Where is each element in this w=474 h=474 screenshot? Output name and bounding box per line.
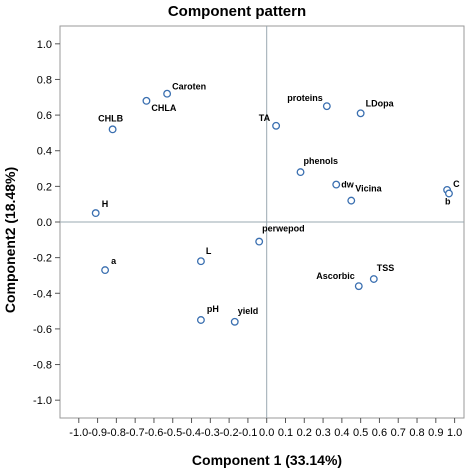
point-marker (101, 266, 110, 275)
x-tick-label: 0.6 (372, 427, 387, 439)
y-tick-label: 0.6 (37, 110, 52, 122)
x-tick-label: 0.3 (315, 427, 330, 439)
point-label: TSS (377, 263, 395, 273)
point-marker (91, 209, 100, 218)
point-label: LDopa (366, 98, 395, 108)
point-marker (163, 89, 172, 98)
x-tick-label: 0.7 (391, 427, 406, 439)
point-label: TA (259, 113, 271, 123)
x-tick-label: 0.0 (259, 427, 274, 439)
y-tick-label: 0.4 (37, 146, 52, 158)
x-axis-title: Component 1 (33.14%) (191, 452, 343, 468)
x-tick-label: 0.5 (353, 427, 368, 439)
x-tick-label: -1.0 (69, 427, 88, 439)
y-tick-label: 0.8 (37, 74, 52, 86)
x-tick-label: -0.8 (107, 427, 126, 439)
point-marker (196, 316, 205, 324)
point-marker (142, 96, 151, 105)
x-tick-label: -0.9 (88, 427, 107, 439)
point-marker (108, 125, 117, 134)
point-marker (296, 168, 305, 177)
point-marker (255, 237, 264, 246)
point-label: CHLB (98, 113, 123, 123)
point-marker (196, 257, 205, 266)
x-tick-label: 0.8 (409, 427, 424, 439)
y-tick-label: 0.0 (37, 217, 52, 229)
point-marker (354, 282, 363, 291)
point-marker (369, 275, 378, 283)
point-label: Ascorbic (316, 271, 355, 281)
point-label: H (102, 199, 109, 209)
point-label: a (111, 256, 117, 266)
point-label: Caroten (172, 82, 206, 92)
y-tick-label: -0.2 (33, 253, 52, 265)
x-tick-label: -0.4 (182, 427, 201, 439)
point-marker (356, 109, 365, 118)
point-marker (347, 196, 356, 205)
point-label: CHLA (151, 103, 176, 113)
point-marker (445, 189, 453, 198)
point-label: phenols (304, 156, 339, 166)
x-tick-label: -0.6 (144, 427, 163, 439)
point-marker (230, 317, 239, 326)
point-label: b (445, 196, 451, 206)
x-tick-label: -0.2 (220, 427, 239, 439)
point-label: Vicina (355, 184, 382, 194)
point-label: C (453, 179, 460, 189)
x-tick-label: 0.1 (278, 427, 293, 439)
point-marker (272, 121, 281, 130)
point-label: perwepod (262, 224, 305, 234)
x-tick-label: -0.1 (238, 427, 257, 439)
y-tick-label: -0.6 (33, 324, 52, 336)
point-marker (322, 102, 331, 111)
point-label: proteins (287, 93, 323, 103)
x-tick-label: -0.3 (201, 427, 220, 439)
y-tick-label: -1.0 (33, 395, 52, 407)
y-tick-label: -0.4 (33, 288, 52, 300)
point-label: pH (207, 304, 219, 314)
x-tick-label: 1.0 (447, 427, 462, 439)
x-tick-label: -0.5 (163, 427, 182, 439)
point-label: dw (341, 180, 354, 190)
point-label: yield (238, 306, 259, 316)
chart-title: Component pattern (167, 3, 307, 20)
point-label: L (206, 246, 212, 256)
x-tick-label: 0.4 (334, 427, 349, 439)
y-tick-label: -0.8 (33, 360, 52, 372)
x-tick-label: -0.7 (126, 427, 145, 439)
y-tick-label: 1.0 (37, 39, 52, 51)
x-tick-label: 0.9 (428, 427, 443, 439)
point-marker (332, 180, 341, 189)
y-tick-label: 0.2 (37, 181, 52, 193)
x-tick-label: 0.2 (297, 427, 312, 439)
